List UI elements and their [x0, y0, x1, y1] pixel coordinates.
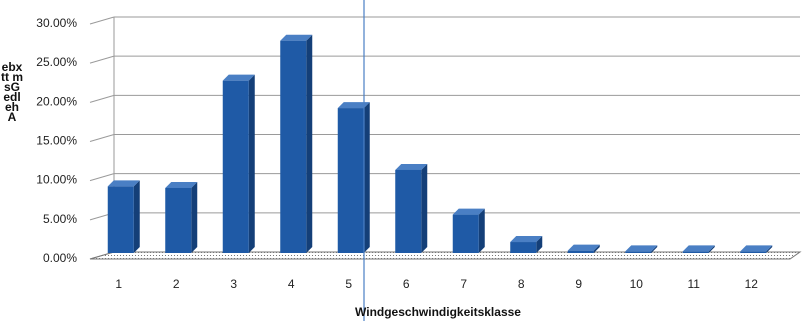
- bar: [740, 245, 773, 253]
- bar-top: [395, 163, 428, 170]
- grid-diagonal: [89, 94, 115, 103]
- bar-front: [107, 186, 134, 253]
- bar-front: [337, 108, 364, 253]
- y-tick-label: 30.00%: [36, 16, 77, 30]
- bar-front: [510, 242, 537, 253]
- bar-side: [593, 244, 600, 253]
- bar-front: [740, 251, 767, 253]
- bar: [165, 181, 198, 253]
- bar-front: [165, 187, 192, 253]
- floor-plane: [89, 251, 802, 260]
- bar: [222, 74, 255, 254]
- y-tick-label: 5.00%: [43, 212, 77, 226]
- x-tick-label: 9: [575, 277, 582, 291]
- bar-side: [536, 236, 543, 253]
- bar: [682, 245, 715, 253]
- bar-front: [280, 40, 307, 253]
- bar-front: [625, 251, 652, 253]
- bar-front: [395, 169, 422, 253]
- bar-top: [107, 180, 140, 187]
- bar-top: [740, 245, 773, 252]
- x-tick-label: 1: [115, 277, 122, 291]
- x-tick-label: 8: [518, 277, 525, 291]
- grid-diagonal: [89, 16, 115, 25]
- bar: [510, 236, 543, 253]
- grid-diagonal: [89, 134, 115, 142]
- x-axis-ticks: 1 2 3 4 5 6 7 8 9 10 11 12: [115, 277, 758, 291]
- x-tick-label: 7: [460, 277, 467, 291]
- bar-top: [567, 244, 600, 251]
- bar-top: [165, 181, 198, 188]
- x-tick-label: 3: [230, 277, 237, 291]
- bar-front: [222, 80, 249, 254]
- bar-top: [337, 102, 370, 109]
- x-tick-label: 10: [630, 277, 644, 291]
- bar: [280, 34, 313, 253]
- bar-side: [363, 102, 370, 253]
- bar-side: [191, 181, 198, 253]
- bar-front: [567, 250, 594, 253]
- bar-side: [478, 208, 485, 253]
- bar-side: [651, 245, 658, 253]
- x-tick-label: 6: [403, 277, 410, 291]
- bar: [567, 244, 600, 253]
- bar-side: [248, 74, 255, 254]
- bar-side: [766, 245, 773, 253]
- bar-top: [452, 208, 485, 215]
- y-axis-ticks: 0.00% 5.00% 10.00% 15.00% 20.00% 25.00% 30.00%: [36, 16, 77, 265]
- y-tick-label: 20.00%: [36, 94, 77, 108]
- bars: [107, 34, 773, 254]
- bar: [107, 180, 140, 253]
- bar-top: [222, 74, 255, 81]
- bar: [395, 163, 428, 253]
- grid-diagonal: [89, 173, 115, 182]
- y-axis-label: ebxtt msGedlehA: [1, 60, 23, 124]
- bar-front: [452, 214, 479, 253]
- x-tick-label: 11: [688, 277, 701, 291]
- bar-front: [682, 251, 709, 253]
- y-tick-label: 10.00%: [36, 173, 77, 187]
- y-tick-label: 15.00%: [36, 134, 77, 148]
- bar: [625, 245, 658, 253]
- bar-side: [421, 163, 428, 253]
- y-tick-label: 25.00%: [36, 55, 77, 69]
- x-axis-label: Windgeschwindigkeitsklasse: [355, 305, 521, 319]
- bar-side: [306, 34, 313, 253]
- x-tick-label: 12: [745, 277, 759, 291]
- bar-top: [280, 34, 313, 41]
- x-tick-label: 2: [173, 277, 180, 291]
- x-tick-label: 5: [345, 277, 352, 291]
- y-tick-label: 0.00%: [43, 251, 77, 265]
- x-tick-label: 4: [288, 277, 295, 291]
- bar-top: [682, 245, 715, 252]
- bar: [337, 102, 370, 253]
- grid-diagonal: [89, 55, 115, 64]
- bar-top: [510, 236, 543, 243]
- bar-top: [625, 245, 658, 252]
- chart-floor: [89, 251, 802, 260]
- bar: [452, 208, 485, 253]
- bar-side: [708, 245, 715, 253]
- bar-side: [133, 180, 140, 253]
